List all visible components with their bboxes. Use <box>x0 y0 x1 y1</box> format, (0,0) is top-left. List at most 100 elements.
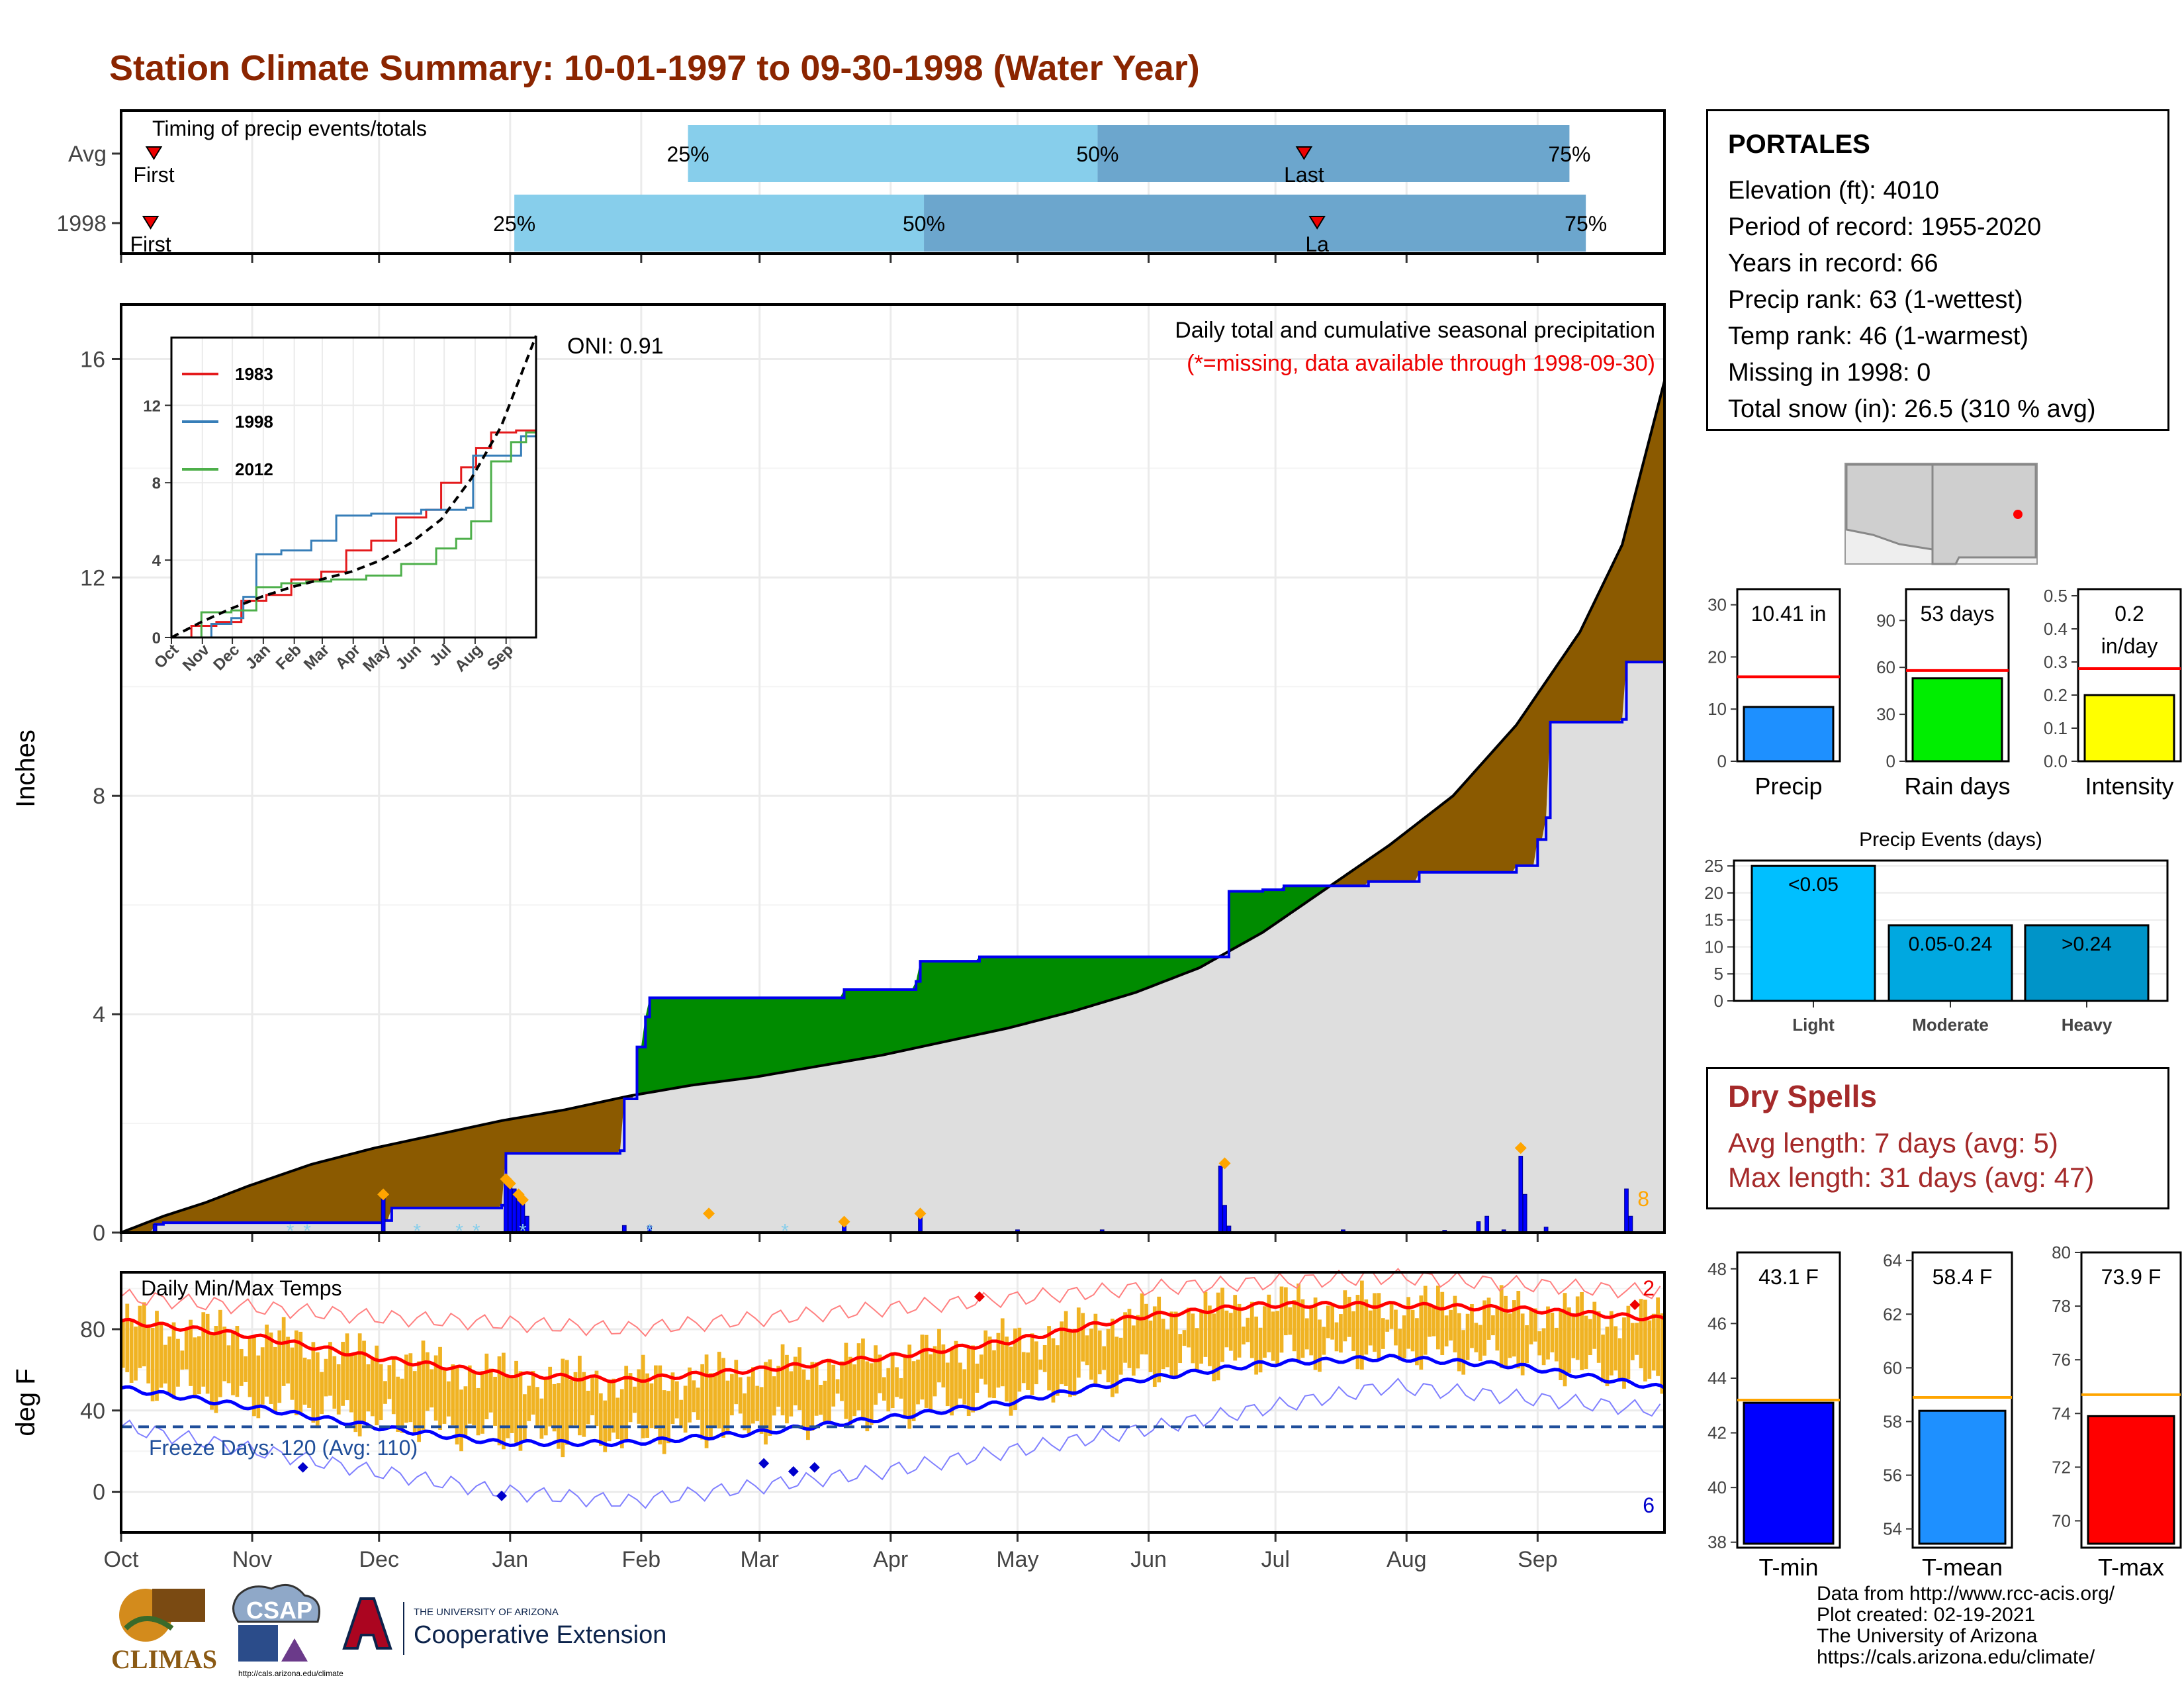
daily-temp-bar <box>641 1354 645 1438</box>
daily-temp-bar <box>1089 1329 1093 1380</box>
daily-temp-bar <box>349 1353 353 1413</box>
daily-temp-bar <box>265 1325 269 1397</box>
daily-temp-bar <box>848 1356 852 1426</box>
daily-temp-bar <box>1068 1329 1072 1397</box>
daily-temp-bar <box>1191 1313 1195 1364</box>
daily-temp-bar <box>844 1342 848 1419</box>
daily-temp-bar <box>387 1365 392 1399</box>
daily-temp-bar <box>1203 1291 1208 1357</box>
daily-temp-bar <box>1533 1308 1537 1342</box>
daily-temp-bar <box>903 1356 907 1417</box>
daily-temp-bar <box>1304 1318 1309 1350</box>
events-category-label: Moderate <box>1912 1015 1989 1035</box>
station-snow: Total snow (in): 26.5 (310 % avg) <box>1728 395 2096 423</box>
inset-y-tick-label: 8 <box>152 475 161 492</box>
daily-temp-bar <box>1364 1299 1369 1355</box>
daily-temp-bar <box>1224 1310 1229 1348</box>
daily-temp-bar <box>1622 1317 1626 1389</box>
summary-y-tick-label: 0 <box>1886 751 1895 771</box>
daily-temp-bar <box>743 1393 747 1430</box>
daily-temp-bar <box>1060 1321 1064 1385</box>
state-map <box>1844 463 2038 565</box>
daily-temp-bar <box>375 1345 379 1426</box>
daily-temp-bar <box>167 1336 172 1393</box>
summary-y-tick-label: 20 <box>1707 647 1727 667</box>
daily-temp-bar <box>764 1362 768 1445</box>
temp-summary-y-tick-label: 46 <box>1707 1313 1727 1333</box>
daily-temp-bar <box>1330 1303 1335 1340</box>
month-tick-label: Dec <box>359 1547 398 1572</box>
summary-y-tick-label: 0.4 <box>2044 619 2068 639</box>
daily-temp-bar <box>1398 1329 1402 1361</box>
daily-temp-bar <box>1318 1319 1322 1372</box>
daily-temp-bar <box>341 1342 345 1406</box>
daily-temp-bar <box>637 1369 641 1424</box>
daily-temp-bar <box>907 1344 912 1429</box>
daily-temp-bar <box>713 1372 717 1426</box>
daily-temp-bar <box>971 1345 975 1413</box>
temp-summary-y-tick-label: 44 <box>1707 1368 1727 1388</box>
daily-temp-bar <box>1309 1305 1314 1356</box>
daily-temp-bar <box>688 1367 692 1423</box>
station-years: Years in record: 66 <box>1728 250 1938 277</box>
summary-value-label: 10.41 in <box>1751 602 1827 626</box>
daily-precip-bar <box>508 1186 513 1233</box>
events-bar-label: <0.05 <box>1788 874 1839 896</box>
record-marker <box>496 1490 508 1501</box>
daily-temp-bar <box>396 1376 400 1432</box>
daily-temp-bar <box>510 1378 514 1433</box>
daily-temp-bar <box>1148 1320 1153 1372</box>
daily-temp-bar <box>455 1366 459 1445</box>
daily-temp-bar <box>586 1390 590 1425</box>
snow-marker: * <box>781 1220 789 1242</box>
daily-temp-bar <box>1013 1328 1017 1410</box>
daily-temp-bar <box>670 1372 675 1425</box>
daily-temp-bar <box>142 1302 146 1367</box>
footer-line: https://cals.arizona.edu/climate/ <box>1817 1646 2095 1668</box>
daily-temp-bar <box>506 1376 510 1438</box>
daily-temp-bar <box>615 1397 620 1440</box>
daily-temp-bar <box>573 1372 578 1426</box>
daily-temp-bar <box>633 1386 637 1413</box>
daily-temp-bar <box>624 1366 629 1442</box>
daily-temp-bar <box>484 1353 489 1420</box>
daily-temp-bar <box>1617 1338 1622 1381</box>
daily-temp-bar <box>628 1373 633 1423</box>
inset-series-line <box>171 416 537 639</box>
daily-temp-bar <box>755 1385 760 1421</box>
precip-y-axis-title: Inches <box>11 729 40 808</box>
daily-temp-bar <box>1516 1291 1521 1369</box>
daily-temp-bar <box>1504 1295 1508 1369</box>
daily-temp-bar <box>1300 1299 1305 1358</box>
temp-summary-y-tick-label: 60 <box>1883 1358 1902 1378</box>
daily-temp-bar <box>502 1352 506 1450</box>
daily-temp-bar <box>1499 1285 1504 1368</box>
timing-p50-label: 50% <box>1076 142 1118 166</box>
daily-temp-bar <box>1085 1335 1089 1366</box>
month-tick-label: Nov <box>232 1547 272 1572</box>
daily-temp-bar <box>886 1368 891 1412</box>
record-max-count: 2 <box>1643 1276 1655 1300</box>
timing-last-marker <box>1308 216 1326 230</box>
daily-temp-bar <box>311 1342 316 1423</box>
timing-p75-label: 75% <box>1565 212 1607 236</box>
summary-value-bar <box>1911 677 2003 763</box>
daily-temp-bar <box>1394 1309 1398 1346</box>
daily-temp-bar <box>730 1374 734 1416</box>
daily-temp-bar <box>1064 1311 1068 1387</box>
daily-temp-bar <box>895 1367 899 1397</box>
daily-temp-bar <box>1440 1291 1445 1356</box>
summary-y-tick-label: 0.1 <box>2044 718 2068 738</box>
top-event-marker <box>1218 1157 1231 1170</box>
temperature-bar-panels: 38 40 42 44 46 48 43.1 F T-min 54 56 58 60 62 64 58.4 … <box>1707 1243 2182 1581</box>
inset-frame <box>170 336 537 639</box>
daily-temp-bar <box>1406 1297 1411 1349</box>
snow-marker: * <box>473 1220 480 1242</box>
daily-temp-bar <box>1055 1345 1060 1396</box>
daily-temp-bar <box>674 1381 679 1419</box>
month-tick-label: Oct <box>104 1547 139 1572</box>
daily-temp-bar <box>430 1369 434 1408</box>
daily-temp-bar <box>692 1380 696 1413</box>
daily-temp-bar <box>1584 1315 1588 1369</box>
timing-panel-frame <box>120 109 1666 255</box>
